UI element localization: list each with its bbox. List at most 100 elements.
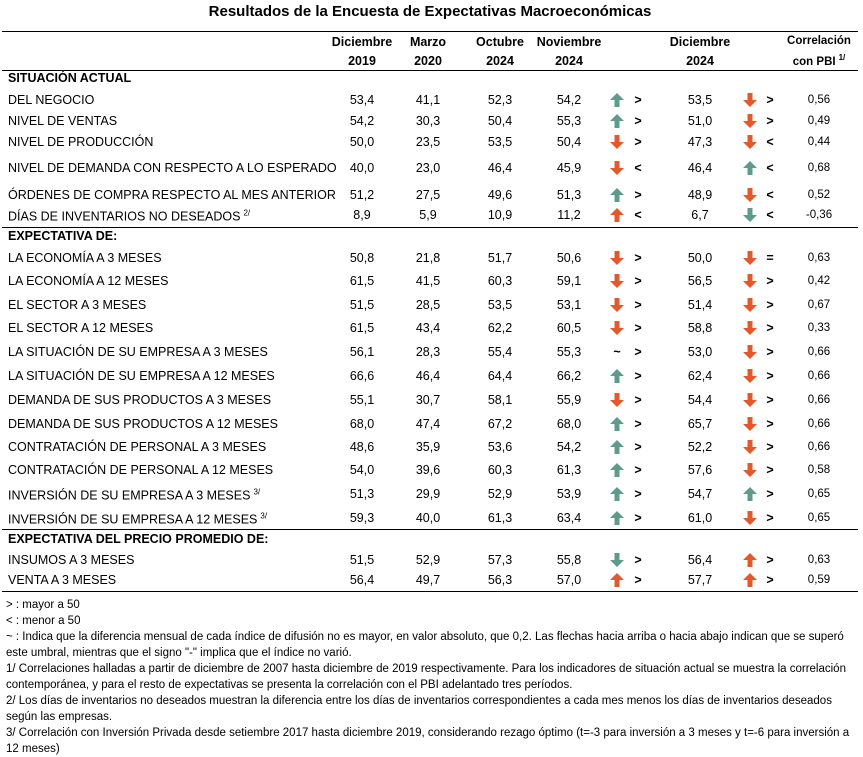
row-label: NIVEL DE DEMANDA CON RESPECTO A LO ESPER… [8, 160, 337, 176]
superscript: 2/ [243, 208, 251, 218]
cell-value: 54,7 [687, 487, 713, 501]
comparison: > [634, 417, 642, 431]
row-label-text: CONTRATACIÓN DE PERSONAL A 12 MESES [8, 463, 274, 477]
trend-arrow [743, 161, 757, 175]
trend-arrow [743, 188, 757, 202]
superscript: 1/ [838, 53, 846, 63]
trend-arrow [610, 393, 624, 407]
correlation: -0,36 [805, 209, 833, 221]
superscript: 3/ [253, 487, 261, 497]
trend-arrow [610, 251, 624, 265]
cell-value: 57,0 [556, 573, 582, 587]
cell-value: 53,5 [687, 93, 713, 107]
cell-value: 55,1 [349, 393, 375, 407]
comparison: > [634, 114, 642, 128]
cell-value: 60,3 [487, 463, 513, 477]
cell-value: 40,0 [349, 161, 375, 175]
comparison: > [766, 573, 774, 587]
correlation: 0,63 [807, 252, 831, 264]
cell-value: 35,9 [415, 440, 441, 454]
cell-value: 29,9 [415, 487, 441, 501]
arrow-shape [610, 417, 624, 431]
comparison: > [634, 321, 642, 335]
column-header: Marzo [409, 35, 447, 49]
cell-value: 62,2 [487, 321, 513, 335]
rule [2, 227, 858, 228]
row-label-text: INVERSIÓN DE SU EMPRESA A 12 MESES [8, 512, 258, 527]
row-label: NIVEL DE PRODUCCIÓN [8, 134, 153, 150]
comparison: > [766, 298, 774, 312]
arrow-shape [610, 463, 624, 477]
row-label: LA ECONOMÍA A 3 MESES [8, 250, 162, 266]
cell-value: 53,6 [487, 440, 513, 454]
comparison: < [766, 161, 774, 175]
row-label-text: EL SECTOR A 12 MESES [8, 321, 154, 335]
cell-value: 53,5 [487, 298, 513, 312]
trend-arrow [743, 298, 757, 312]
trend-arrow [610, 440, 624, 454]
cell-value: 50,4 [487, 114, 513, 128]
row-label: INVERSIÓN DE SU EMPRESA A 3 MESES 3/ [8, 484, 260, 503]
correlation: 0,65 [807, 488, 831, 500]
row-label-text: DEMANDA DE SUS PRODUCTOS A 3 MESES [8, 393, 272, 407]
row-label-text: NIVEL DE PRODUCCIÓN [8, 135, 154, 149]
comparison: > [766, 114, 774, 128]
trend-arrow [610, 511, 624, 525]
cell-value: 45,9 [556, 161, 582, 175]
trend-arrow [610, 321, 624, 335]
cell-value: 54,4 [687, 393, 713, 407]
note: 2/ Los días de inventarios no deseados m… [6, 695, 832, 723]
cell-value: 39,6 [415, 463, 441, 477]
arrow-shape [743, 135, 757, 149]
comparison: > [766, 321, 774, 335]
cell-value: 51,0 [687, 114, 713, 128]
correlation: 0,66 [807, 441, 831, 453]
note: > : mayor a 50 [6, 599, 80, 611]
cell-value: 49,6 [487, 188, 513, 202]
cell-value: 57,7 [687, 573, 713, 587]
correlation: 0,52 [807, 189, 831, 201]
cell-value: 52,9 [487, 487, 513, 501]
column-header: Octubre [476, 35, 524, 49]
trend-arrow [610, 573, 624, 587]
arrow-shape [610, 251, 624, 265]
trend-arrow [743, 208, 757, 222]
cell-value: 59,1 [556, 274, 582, 288]
row-label: VENTA A 3 MESES [8, 572, 116, 588]
trend-arrow [743, 393, 757, 407]
cell-value: 51,3 [556, 188, 582, 202]
trend-arrow [610, 487, 624, 501]
cell-value: 51,5 [349, 553, 375, 567]
trend-arrow [610, 93, 624, 107]
arrow-shape [610, 321, 624, 335]
section-title: EXPECTATIVA DE: [8, 229, 118, 243]
row-label-text: VENTA A 3 MESES [8, 573, 117, 587]
comparison: > [766, 393, 774, 407]
comparison: > [766, 553, 774, 567]
trend-arrow [743, 511, 757, 525]
correlation: 0,56 [807, 94, 831, 106]
arrow-shape [743, 321, 757, 335]
arrow-shape [743, 393, 757, 407]
cell-value: 52,2 [687, 440, 713, 454]
row-label: DEMANDA DE SUS PRODUCTOS A 3 MESES [8, 392, 271, 408]
cell-value: 58,1 [487, 393, 513, 407]
arrow-shape [743, 274, 757, 288]
trend-arrow [743, 251, 757, 265]
cell-value: 56,4 [349, 573, 375, 587]
comparison: = [766, 251, 774, 265]
trend-arrow [610, 553, 624, 567]
column-header: 2024 [486, 54, 514, 68]
trend-arrow [610, 417, 624, 431]
cell-value: 54,2 [349, 114, 375, 128]
cell-value: 53,9 [556, 487, 582, 501]
note: 3/ Correlación con Inversión Privada des… [6, 727, 850, 755]
superscript: 3/ [260, 511, 268, 521]
cell-value: 40,0 [415, 511, 441, 525]
cell-value: 56,5 [687, 274, 713, 288]
cell-value: 53,4 [349, 93, 375, 107]
correlation: 0,66 [807, 394, 831, 406]
arrow-shape [743, 208, 757, 222]
cell-value: 60,5 [556, 321, 582, 335]
corr-header-text: con PBI [792, 55, 836, 68]
